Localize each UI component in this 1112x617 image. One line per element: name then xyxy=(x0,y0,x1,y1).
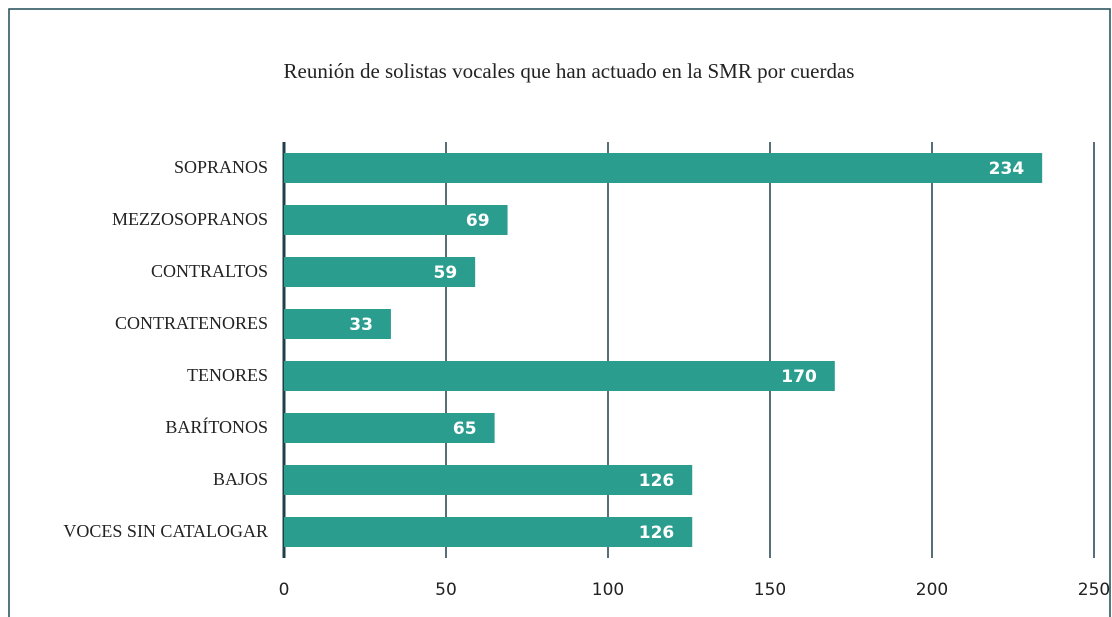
value-label: 126 xyxy=(639,523,675,543)
value-label: 59 xyxy=(433,263,457,283)
y-tick-label: CONTRALTOS xyxy=(151,261,268,281)
x-tick-label: 100 xyxy=(592,580,624,600)
chart-title: Reunión de solistas vocales que han actu… xyxy=(284,59,855,83)
y-tick-label: BARÍTONOS xyxy=(165,416,268,437)
bar xyxy=(284,205,508,235)
y-tick-label: VOCES SIN CATALOGAR xyxy=(63,521,268,541)
bar xyxy=(284,361,835,391)
x-tick-label: 0 xyxy=(279,580,290,600)
frame xyxy=(8,8,1111,617)
value-label: 65 xyxy=(453,419,477,439)
value-label: 234 xyxy=(989,159,1025,179)
value-label: 69 xyxy=(466,211,490,231)
bar xyxy=(284,153,1043,183)
x-tick-label: 200 xyxy=(916,580,948,600)
y-tick-label: MEZZOSOPRANOS xyxy=(112,209,268,229)
x-tick-label: 50 xyxy=(435,580,457,600)
y-tick-label: TENORES xyxy=(187,365,268,385)
bar xyxy=(284,309,391,339)
bar xyxy=(284,465,693,495)
x-tick-label: 150 xyxy=(754,580,786,600)
value-label: 170 xyxy=(781,367,817,387)
bar xyxy=(284,257,476,287)
y-tick-label: SOPRANOS xyxy=(174,157,268,177)
value-label: 33 xyxy=(349,315,373,335)
y-tick-label: CONTRATENORES xyxy=(115,313,268,333)
y-tick-label: BAJOS xyxy=(213,469,268,489)
x-tick-label: 250 xyxy=(1078,580,1110,600)
value-label: 126 xyxy=(639,471,675,491)
bar xyxy=(284,517,693,547)
bar xyxy=(284,413,495,443)
